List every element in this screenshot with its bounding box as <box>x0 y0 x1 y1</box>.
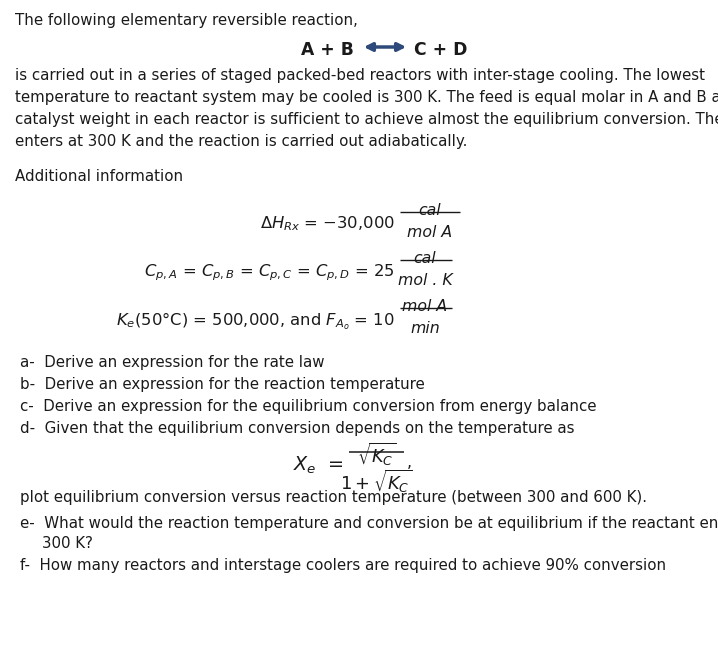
Text: $\mathit{X_e}$  =: $\mathit{X_e}$ = <box>293 455 344 476</box>
Text: enters at 300 K and the reaction is carried out adiabatically.: enters at 300 K and the reaction is carr… <box>15 134 467 149</box>
Text: min: min <box>410 321 440 336</box>
Text: A + B: A + B <box>301 41 354 59</box>
Text: b-  Derive an expression for the reaction temperature: b- Derive an expression for the reaction… <box>20 377 425 392</box>
Text: a-  Derive an expression for the rate law: a- Derive an expression for the rate law <box>20 355 325 370</box>
Text: The following elementary reversible reaction,: The following elementary reversible reac… <box>15 13 358 28</box>
Text: $\mathit{K_e}$(50°C) = 500,000, and $\mathit{F_{A_o}}$ = 10: $\mathit{K_e}$(50°C) = 500,000, and $\ma… <box>116 310 395 332</box>
Text: mol A: mol A <box>407 225 452 240</box>
Text: mol A: mol A <box>402 299 447 314</box>
Text: d-  Given that the equilibrium conversion depends on the temperature as: d- Given that the equilibrium conversion… <box>20 421 574 436</box>
Text: mol . K: mol . K <box>398 273 452 288</box>
Text: C + D: C + D <box>414 41 467 59</box>
Text: $1+\sqrt{K_C}$: $1+\sqrt{K_C}$ <box>340 468 413 495</box>
Text: 300 K?: 300 K? <box>42 536 93 551</box>
Text: cal: cal <box>419 203 442 218</box>
Text: $\mathit{C_{p,A}}$ = $\mathit{C_{p,B}}$ = $\mathit{C_{p,C}}$ = $\mathit{C_{p,D}}: $\mathit{C_{p,A}}$ = $\mathit{C_{p,B}}$ … <box>144 262 395 282</box>
Text: ,: , <box>407 455 412 470</box>
Text: e-  What would the reaction temperature and conversion be at equilibrium if the : e- What would the reaction temperature a… <box>20 516 718 531</box>
Text: temperature to reactant system may be cooled is 300 K. The feed is equal molar i: temperature to reactant system may be co… <box>15 90 718 105</box>
Text: Additional information: Additional information <box>15 169 183 184</box>
Text: catalyst weight in each reactor is sufficient to achieve almost the equilibrium : catalyst weight in each reactor is suffi… <box>15 112 718 127</box>
Text: f-  How many reactors and interstage coolers are required to achieve 90% convers: f- How many reactors and interstage cool… <box>20 558 666 573</box>
Text: plot equilibrium conversion versus reaction temperature (between 300 and 600 K).: plot equilibrium conversion versus react… <box>20 490 647 505</box>
Text: $\sqrt{K_C}$: $\sqrt{K_C}$ <box>357 441 396 468</box>
Text: c-  Derive an expression for the equilibrium conversion from energy balance: c- Derive an expression for the equilibr… <box>20 399 597 414</box>
Text: $\mathit{\Delta H_{Rx}}$ = −30,000: $\mathit{\Delta H_{Rx}}$ = −30,000 <box>260 214 395 233</box>
Text: is carried out in a series of staged packed-bed reactors with inter-stage coolin: is carried out in a series of staged pac… <box>15 68 705 83</box>
Text: cal: cal <box>414 251 437 266</box>
